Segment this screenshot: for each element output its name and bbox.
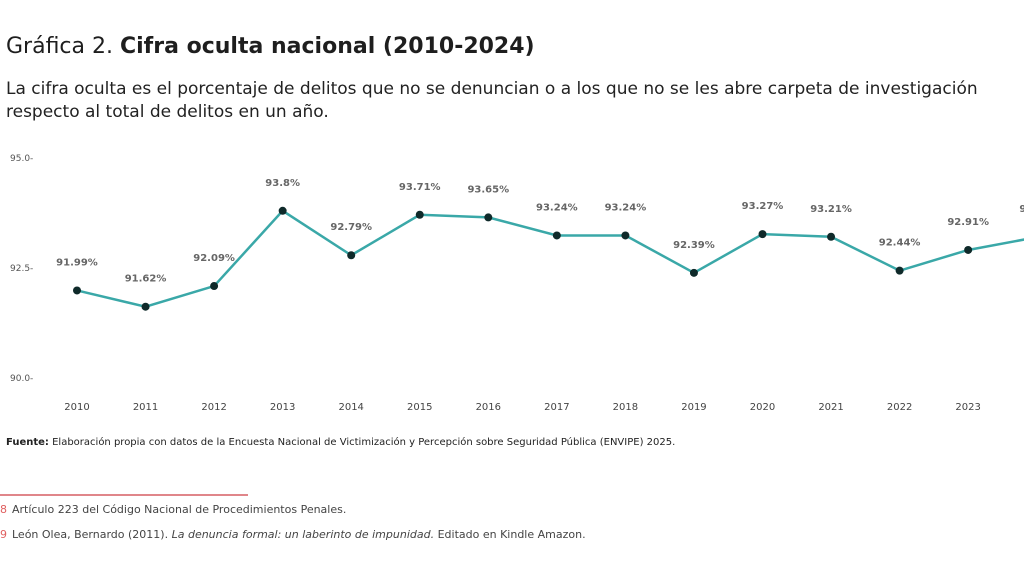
data-label: 93.24% xyxy=(536,202,578,213)
x-tick-label: 2014 xyxy=(338,402,363,413)
x-tick-label: 2013 xyxy=(270,402,295,413)
data-point xyxy=(484,213,493,222)
footnote-italic: La denuncia formal: un laberinto de impu… xyxy=(171,528,435,541)
data-point xyxy=(278,206,287,215)
y-tick-label: 90.0- xyxy=(10,374,33,384)
source-note: Fuente: Elaboración propia con datos de … xyxy=(6,437,675,448)
footnote-text: Artículo 223 del Código Nacional de Proc… xyxy=(12,503,347,516)
x-tick-label: 2018 xyxy=(613,402,638,413)
data-point xyxy=(415,210,424,219)
data-point xyxy=(895,266,904,275)
x-tick-label: 2022 xyxy=(887,402,912,413)
data-label: 92.79% xyxy=(330,222,372,233)
data-point xyxy=(758,230,767,239)
data-point xyxy=(621,231,630,240)
data-point xyxy=(210,282,219,291)
data-point xyxy=(141,302,150,311)
data-label: 92.09% xyxy=(193,253,235,264)
y-tick-label: 95.0- xyxy=(10,154,33,164)
data-label: 93.21% xyxy=(810,204,852,215)
x-tick-label: 2016 xyxy=(476,402,501,413)
data-label: 93.8% xyxy=(265,178,300,189)
footnote-number: 9 xyxy=(0,528,7,541)
source-label: Fuente: xyxy=(6,437,49,448)
footnote-text: Editado en Kindle Amazon. xyxy=(434,528,586,541)
x-tick-label: 2015 xyxy=(407,402,432,413)
data-label: 93.27% xyxy=(742,201,784,212)
chart-subtitle: La cifra oculta es el porcentaje de deli… xyxy=(6,79,978,122)
data-point xyxy=(552,231,561,240)
data-label: 93.2% xyxy=(1019,204,1024,215)
source-text: Elaboración propia con datos de la Encue… xyxy=(52,437,676,448)
data-label: 93.65% xyxy=(467,184,509,195)
x-tick-label: 2021 xyxy=(818,402,843,413)
data-point xyxy=(689,268,698,277)
data-label: 92.39% xyxy=(673,240,715,251)
data-label: 91.99% xyxy=(56,257,98,268)
x-tick-label: 2010 xyxy=(64,402,89,413)
footnote-text: León Olea, Bernardo (2011). xyxy=(12,528,172,541)
x-tick-label: 2012 xyxy=(201,402,226,413)
x-tick-label: 2019 xyxy=(681,402,706,413)
x-tick-label: 2020 xyxy=(750,402,775,413)
data-label: 92.44% xyxy=(879,238,921,249)
footnote-divider xyxy=(0,494,248,496)
x-tick-label: 2011 xyxy=(133,402,158,413)
data-label: 93.24% xyxy=(605,202,647,213)
data-point xyxy=(827,232,836,241)
footnote: 8 Artículo 223 del Código Nacional de Pro… xyxy=(0,503,346,516)
data-point xyxy=(347,251,356,260)
footnote-number: 8 xyxy=(0,503,7,516)
title-main: Cifra oculta nacional (2010-2024) xyxy=(120,34,535,59)
y-tick-label: 92.5- xyxy=(10,264,33,274)
footnote: 9 León Olea, Bernardo (2011). La denuncia… xyxy=(0,528,586,541)
data-label: 92.91% xyxy=(947,217,989,228)
x-tick-label: 2023 xyxy=(955,402,980,413)
title-prefix: Gráfica 2. xyxy=(6,34,113,59)
chart-title: Gráfica 2. Cifra oculta nacional (2010-2… xyxy=(6,34,535,59)
x-tick-label: 2017 xyxy=(544,402,569,413)
data-label: 91.62% xyxy=(125,274,167,285)
data-point xyxy=(964,245,973,254)
data-point xyxy=(73,286,81,295)
data-label: 93.71% xyxy=(399,182,441,193)
